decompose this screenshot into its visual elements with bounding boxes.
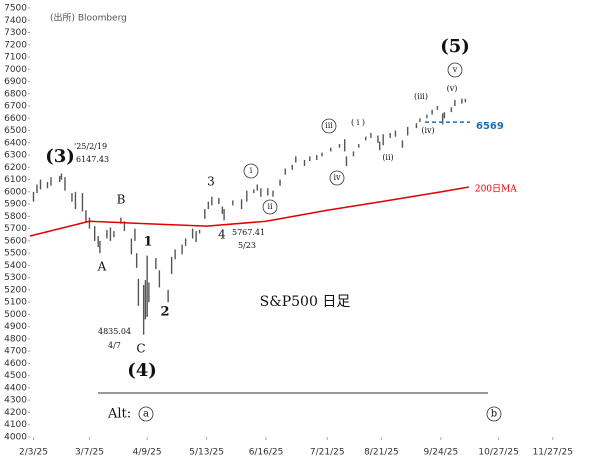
date-label: 4/7 bbox=[108, 341, 121, 350]
y-tick-label: 5500 bbox=[4, 249, 27, 259]
y-tick-label: 6100 bbox=[4, 175, 27, 185]
x-tick-label: 3/7/25 bbox=[75, 448, 104, 458]
y-tick-label: 7000 bbox=[4, 65, 27, 75]
y-tick-label: 4500 bbox=[4, 371, 27, 381]
date-label: 5/23 bbox=[238, 241, 256, 250]
y-tick-label: 4400 bbox=[4, 383, 27, 393]
wave-label: 3 bbox=[207, 175, 215, 189]
y-tick-label: 5400 bbox=[4, 261, 27, 271]
wave-label: v bbox=[452, 65, 458, 74]
y-tick-label: 7100 bbox=[4, 53, 27, 63]
y-tick-label: 6700 bbox=[4, 102, 27, 112]
circle bbox=[262, 199, 278, 215]
y-tick-label: 4900 bbox=[4, 322, 27, 332]
y-tick-label: 6600 bbox=[4, 114, 27, 124]
x-tick-label: 5/13/25 bbox=[189, 448, 224, 458]
support-label: 6569 bbox=[476, 121, 504, 132]
x-tick-label: 9/24/25 bbox=[424, 448, 459, 458]
circle bbox=[243, 163, 259, 179]
alt-label: Alt: bbox=[107, 407, 131, 422]
price-label: 6147.43 bbox=[76, 155, 109, 164]
y-tick-label: 6900 bbox=[4, 77, 27, 87]
circle bbox=[329, 170, 345, 186]
y-tick-label: 7300 bbox=[4, 28, 27, 38]
circle bbox=[138, 406, 154, 422]
ma-line bbox=[29, 186, 469, 237]
wave-label: ( i ) bbox=[351, 118, 365, 127]
wave-label: (5) bbox=[440, 36, 470, 57]
circle bbox=[486, 406, 502, 422]
alt-label: b bbox=[491, 409, 497, 420]
alt-label: a bbox=[143, 409, 149, 420]
wave-label: A bbox=[97, 260, 107, 274]
y-tick-label: 4600 bbox=[4, 359, 27, 369]
x-tick-label: 2/3/25 bbox=[19, 448, 48, 458]
wave-label: (ii) bbox=[382, 153, 393, 162]
x-tick-label: 6/16/25 bbox=[249, 448, 284, 458]
x-tick-label: 4/9/25 bbox=[133, 448, 162, 458]
x-tick-label: 7/21/25 bbox=[310, 448, 345, 458]
y-tick-label: 6500 bbox=[4, 126, 27, 136]
y-tick-label: 4100 bbox=[4, 420, 27, 430]
y-tick-label: 5200 bbox=[4, 285, 27, 295]
y-tick-label: 6800 bbox=[4, 89, 27, 99]
x-tick-label: 8/21/25 bbox=[364, 448, 399, 458]
wave-label: (iii) bbox=[414, 92, 428, 101]
y-tick-label: 5900 bbox=[4, 200, 27, 210]
wave-label: (iv) bbox=[421, 126, 434, 135]
wave-label: (4) bbox=[127, 360, 157, 381]
y-tick-label: 6200 bbox=[4, 163, 27, 173]
circle bbox=[321, 118, 337, 134]
y-tick-label: 6400 bbox=[4, 138, 27, 148]
y-tick-label: 6300 bbox=[4, 151, 27, 161]
y-tick-label: 4200 bbox=[4, 408, 27, 418]
y-tick-label: 5700 bbox=[4, 224, 27, 234]
source: (出所) Bloomberg bbox=[50, 12, 127, 24]
wave-label: i bbox=[250, 166, 253, 175]
wave-label: 4 bbox=[218, 228, 226, 242]
wave-label: iii bbox=[325, 121, 333, 130]
y-tick-label: 4000 bbox=[4, 433, 27, 443]
wave-label: 2 bbox=[160, 305, 169, 320]
series-label: 200日MA bbox=[475, 183, 517, 194]
y-tick-label: 7400 bbox=[4, 16, 27, 26]
y-tick-label: 6000 bbox=[4, 187, 27, 197]
y-tick-label: 7500 bbox=[4, 4, 27, 14]
price-label: 4835.04 bbox=[98, 327, 131, 336]
chart-title: S&P500 日足 bbox=[260, 294, 351, 310]
wave-label: C bbox=[136, 342, 145, 356]
y-tick-label: 4300 bbox=[4, 396, 27, 406]
wave-label: B bbox=[117, 193, 126, 207]
wave-label: ii bbox=[267, 202, 273, 211]
wave-label: (3) bbox=[45, 146, 75, 167]
wave-label: 1 bbox=[143, 235, 152, 250]
y-tick-label: 5100 bbox=[4, 298, 27, 308]
y-tick-label: 5300 bbox=[4, 273, 27, 283]
y-tick-label: 5800 bbox=[4, 212, 27, 222]
y-tick-label: 4800 bbox=[4, 334, 27, 344]
wave-label: iv bbox=[333, 173, 341, 182]
annotations: (5) v (v) (iii) (iv) iii ( i ) iv (ii) i… bbox=[45, 36, 502, 422]
y-tick-label: 4700 bbox=[4, 347, 27, 357]
circle bbox=[447, 62, 463, 78]
y-tick-label: 7200 bbox=[4, 40, 27, 50]
y-tick-label: 5000 bbox=[4, 310, 27, 320]
date-label: '25/2/19 bbox=[74, 142, 107, 151]
x-tick-label: 11/27/25 bbox=[533, 448, 573, 458]
wave-label: (v) bbox=[447, 84, 458, 93]
y-tick-label: 5600 bbox=[4, 236, 27, 246]
x-tick-label: 10/27/25 bbox=[478, 448, 518, 458]
price-label: 5767.41 bbox=[232, 228, 265, 237]
